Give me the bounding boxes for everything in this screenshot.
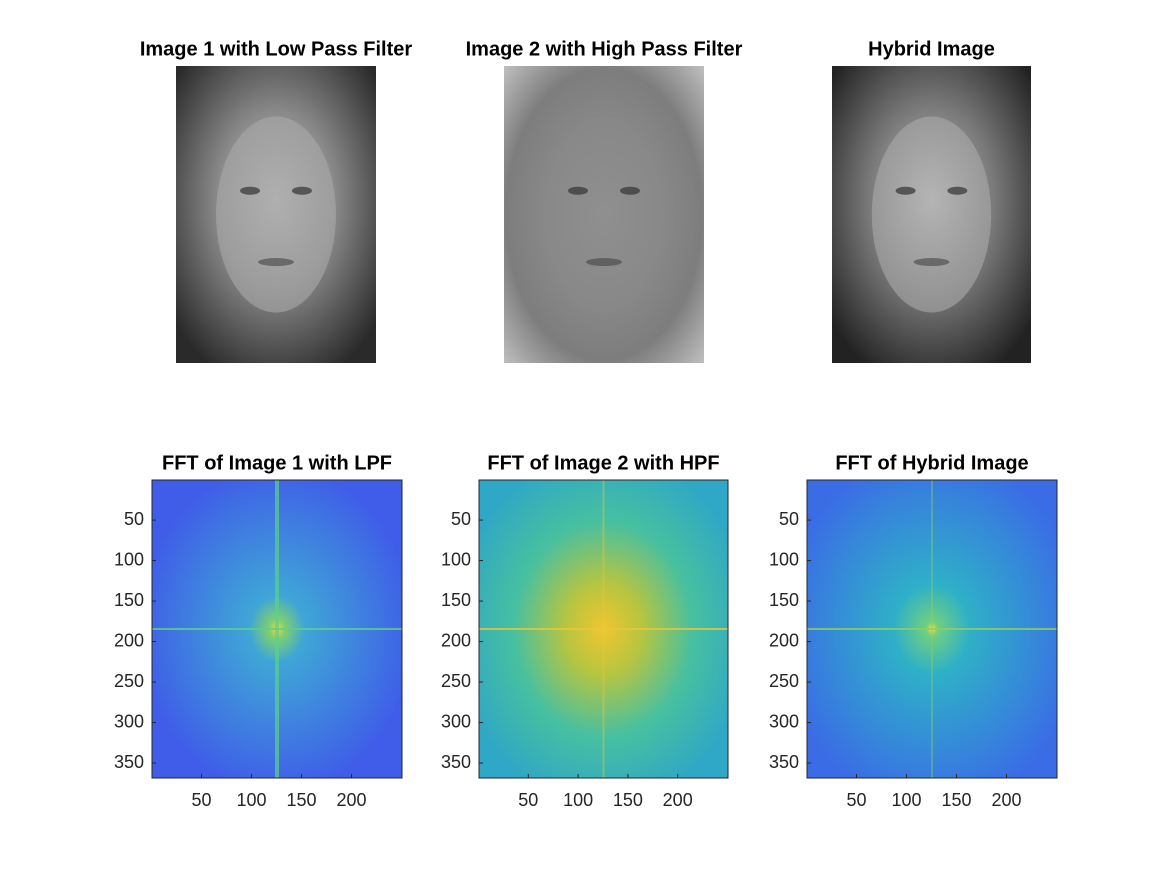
y-tick-label: 150	[441, 590, 471, 610]
y-tick-label: 50	[779, 509, 799, 529]
eye	[947, 186, 968, 195]
subplot-title: Hybrid Image	[868, 38, 995, 60]
x-tick-label: 150	[941, 790, 971, 810]
mouth	[258, 258, 294, 267]
x-tick-label: 200	[991, 790, 1021, 810]
y-tick-label: 50	[124, 509, 144, 529]
y-tick-label: 150	[114, 590, 144, 610]
y-tick-label: 200	[114, 630, 144, 650]
axes-box	[478, 479, 729, 779]
x-tick-label: 100	[563, 790, 593, 810]
y-tick-label: 300	[769, 711, 799, 731]
face	[216, 116, 336, 313]
x-tick-label: 100	[236, 790, 266, 810]
y-tick-label: 350	[769, 752, 799, 772]
y-tick-label: 350	[114, 752, 144, 772]
subplot-title: FFT of Hybrid Image	[835, 452, 1028, 474]
face	[871, 116, 992, 313]
mouth	[913, 258, 950, 267]
mouth	[586, 258, 622, 267]
y-tick-label: 200	[769, 630, 799, 650]
y-tick-label: 350	[441, 752, 471, 772]
y-tick-label: 50	[451, 509, 471, 529]
y-tick-label: 300	[441, 711, 471, 731]
x-tick-label: 200	[336, 790, 366, 810]
x-tick-label: 50	[518, 790, 538, 810]
subplot-title: Image 1 with Low Pass Filter	[140, 38, 413, 60]
y-tick-label: 250	[441, 671, 471, 691]
y-tick-label: 250	[769, 671, 799, 691]
axes-box	[806, 479, 1058, 779]
x-tick-label: 50	[846, 790, 866, 810]
x-tick-label: 150	[613, 790, 643, 810]
eye	[895, 186, 916, 195]
x-tick-label: 200	[663, 790, 693, 810]
y-tick-label: 100	[114, 549, 144, 569]
eye	[568, 186, 588, 195]
eye	[292, 186, 312, 195]
x-tick-label: 100	[891, 790, 921, 810]
y-tick-label: 100	[769, 549, 799, 569]
axes-box	[151, 479, 403, 779]
y-tick-label: 300	[114, 711, 144, 731]
x-tick-label: 150	[286, 790, 316, 810]
face	[544, 116, 664, 313]
subplot-title: FFT of Image 1 with LPF	[162, 452, 392, 474]
subplot-title: Image 2 with High Pass Filter	[466, 38, 743, 60]
subplot-title: FFT of Image 2 with HPF	[487, 452, 719, 474]
y-tick-label: 150	[769, 590, 799, 610]
x-tick-label: 50	[191, 790, 211, 810]
y-tick-label: 100	[441, 549, 471, 569]
eye	[620, 186, 640, 195]
y-tick-label: 200	[441, 630, 471, 650]
y-tick-label: 250	[114, 671, 144, 691]
eye	[240, 186, 260, 195]
